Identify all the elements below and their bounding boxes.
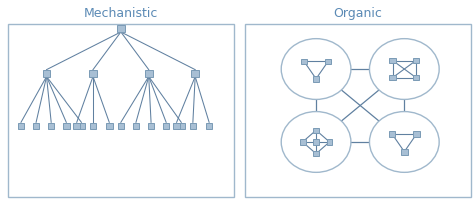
Circle shape — [281, 112, 351, 172]
FancyBboxPatch shape — [145, 70, 153, 77]
FancyBboxPatch shape — [33, 123, 39, 128]
FancyBboxPatch shape — [106, 123, 112, 128]
FancyBboxPatch shape — [390, 75, 396, 80]
Circle shape — [370, 112, 439, 172]
Circle shape — [370, 39, 439, 99]
FancyBboxPatch shape — [78, 123, 85, 128]
FancyBboxPatch shape — [313, 128, 319, 133]
FancyBboxPatch shape — [313, 139, 319, 145]
FancyBboxPatch shape — [300, 139, 306, 145]
FancyBboxPatch shape — [413, 75, 419, 80]
FancyBboxPatch shape — [206, 123, 212, 128]
FancyBboxPatch shape — [117, 25, 125, 32]
FancyBboxPatch shape — [413, 131, 419, 137]
FancyBboxPatch shape — [245, 24, 471, 197]
FancyBboxPatch shape — [191, 70, 199, 77]
FancyBboxPatch shape — [89, 70, 97, 77]
FancyBboxPatch shape — [178, 123, 184, 128]
FancyBboxPatch shape — [313, 76, 319, 82]
FancyBboxPatch shape — [63, 123, 70, 128]
FancyBboxPatch shape — [8, 24, 234, 197]
FancyBboxPatch shape — [313, 151, 319, 156]
FancyBboxPatch shape — [48, 123, 55, 128]
FancyBboxPatch shape — [327, 139, 332, 145]
FancyBboxPatch shape — [73, 123, 80, 128]
Text: Mechanistic: Mechanistic — [84, 7, 158, 20]
FancyBboxPatch shape — [401, 149, 408, 154]
FancyBboxPatch shape — [163, 123, 169, 128]
FancyBboxPatch shape — [413, 58, 419, 63]
FancyBboxPatch shape — [90, 123, 96, 128]
FancyBboxPatch shape — [190, 123, 196, 128]
Text: Organic: Organic — [333, 7, 383, 20]
FancyBboxPatch shape — [389, 131, 395, 137]
FancyBboxPatch shape — [390, 58, 396, 63]
FancyBboxPatch shape — [18, 123, 24, 128]
FancyBboxPatch shape — [133, 123, 139, 128]
FancyBboxPatch shape — [43, 70, 51, 77]
FancyBboxPatch shape — [325, 58, 331, 64]
FancyBboxPatch shape — [173, 123, 180, 128]
Circle shape — [281, 39, 351, 99]
FancyBboxPatch shape — [301, 58, 307, 64]
FancyBboxPatch shape — [148, 123, 155, 128]
FancyBboxPatch shape — [118, 123, 124, 128]
